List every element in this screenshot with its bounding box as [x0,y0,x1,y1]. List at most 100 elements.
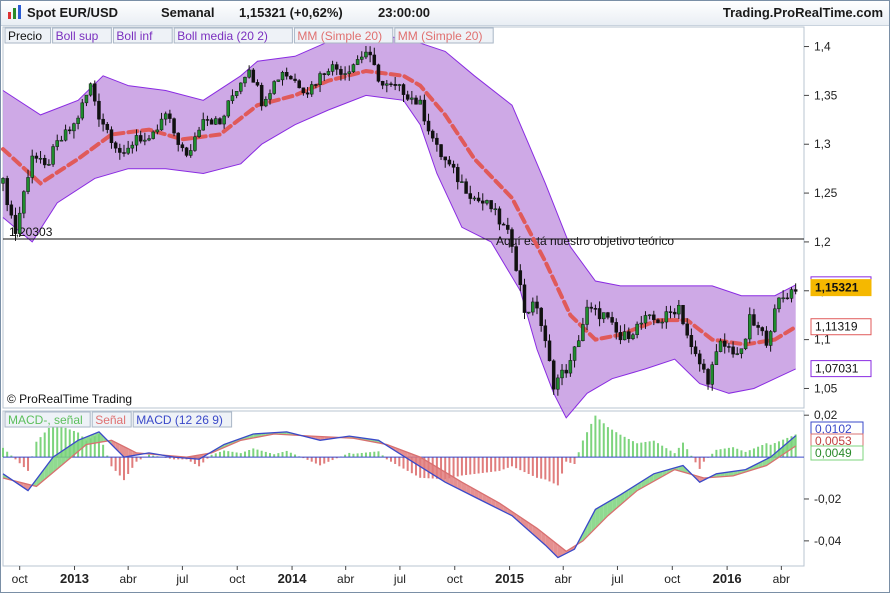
candle-body [685,323,689,336]
candle-body [506,224,510,230]
candle-body [201,119,205,131]
candle-body [209,119,214,125]
candle-body [13,214,18,234]
candle-body [414,97,418,105]
candle-body [426,120,431,132]
candle-body [147,138,151,141]
candle-body [693,346,698,355]
candle-body [568,360,573,374]
macd-signal-fill [599,504,604,525]
candle-body [351,64,356,73]
candle-body [322,73,326,75]
price-y-tick-label: 1,1 [814,333,831,347]
candle-body [410,97,414,100]
candle-body [197,129,201,137]
candle-body [76,117,80,124]
candle-body [264,98,268,107]
candle-body [781,297,785,300]
candle-body [63,129,68,141]
candle-body [668,311,673,313]
chart-icon [7,4,23,23]
candle-body [234,91,239,96]
candle-body [214,118,218,125]
candle-body [547,340,552,362]
x-tick-label: 2014 [278,571,308,586]
candle-body [301,87,306,94]
candle-body [656,319,660,324]
candle-body [305,92,310,95]
macd-signal-fill [724,472,729,477]
candle-body [9,204,14,216]
candle-body [26,177,30,192]
candle-body [289,75,293,80]
legend-item-label: MACD (12 26 9) [136,413,223,427]
legend-item [52,27,112,44]
candle-body [543,325,548,342]
candle-body [572,346,577,361]
macd-signal-fill [73,440,79,455]
macd-panel [2,410,805,567]
timeframe: Semanal [161,5,215,20]
macd-legend: MACD-, señal Señal MACD (12 26 9) [4,411,233,428]
candle-body [80,102,85,119]
last-time: 23:00:00 [378,5,431,20]
candle-body [122,152,126,154]
candle-body [518,270,523,286]
macd-signal-fill [428,462,433,475]
macd-signal-fill [612,497,617,513]
candle-body [585,306,589,325]
candle-body [622,331,627,341]
candle-body [510,229,514,247]
candles-group [1,45,798,396]
x-tick-label: abr [773,572,790,586]
price-badge-label: 1,11319 [815,320,858,334]
candle-body [681,304,685,325]
candle-body [639,322,644,325]
macd-signal-fill [595,507,600,529]
price-legend: Precio Boll sup Boll inf Boll media (20 2) M… [4,27,494,44]
candle-body [205,119,210,121]
candle-body [226,100,231,117]
macd-signal-fill [424,459,429,472]
candle-body [597,308,602,320]
candle-body [756,325,760,328]
macd-signal-fill [432,464,437,477]
x-tick-label: abr [337,572,354,586]
candle-body [376,64,381,82]
legend-item-label: MM (Simple 20) [398,29,483,43]
candle-body [93,83,97,102]
candle-body [126,147,130,154]
candle-body [393,84,397,86]
macd-signal-fill-group [3,431,796,558]
target-annotation: Aquí está nuestro objetivo teórico [496,234,674,248]
macd-signal-fill [94,431,99,444]
x-tick-label: jul [393,572,406,586]
macd-signal-fill [53,454,58,473]
candle-body [355,59,360,65]
candle-body [476,197,481,202]
x-tick-label: jul [610,572,623,586]
candle-body [17,212,22,234]
candle-body [372,54,377,66]
legend-item-label: Precio [8,29,42,43]
price-badge-ma [810,318,872,336]
candle-body [55,140,59,147]
macd-signal-fill [461,482,467,493]
candle-body [581,324,585,341]
candle-body [401,84,406,95]
candle-body [418,99,422,105]
candle-body [163,113,168,120]
candle-body [42,157,47,166]
candle-body [439,144,443,158]
candle-body [97,100,101,120]
macd-badge-label: 0,0049 [815,446,852,460]
macd-signal-fill [466,484,471,495]
candle-body [660,321,664,324]
macd-signal-fill [587,517,592,537]
legend-item [91,411,132,428]
candle-body [176,132,180,145]
legend-item [394,27,494,44]
candle-body [447,159,452,165]
